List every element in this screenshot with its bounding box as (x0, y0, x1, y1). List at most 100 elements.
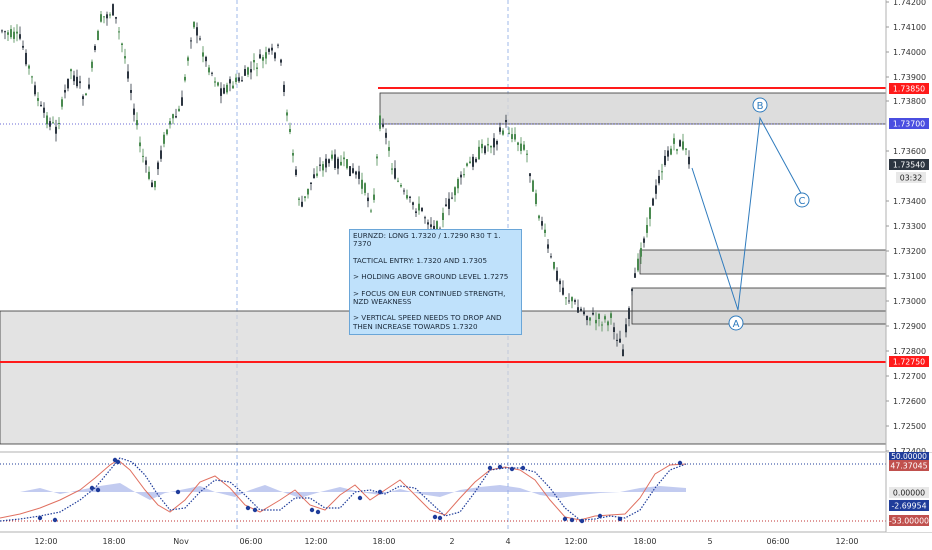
candle-body (70, 69, 72, 72)
candle-body (643, 238, 645, 243)
candle-body (340, 161, 342, 166)
indicator-zero: 0.00000 (893, 489, 925, 498)
candle-body (196, 27, 198, 36)
candle-body (178, 108, 180, 112)
time-tick-label: Nov (173, 537, 189, 546)
indicator-signal-dot (579, 518, 585, 524)
candle-body (550, 256, 552, 258)
candle-body (637, 258, 639, 271)
time-tick-label: 12:00 (564, 537, 587, 546)
candle-body (415, 211, 417, 213)
top-resistance-price: 1.73850 (893, 85, 925, 94)
candle-body (484, 146, 486, 154)
candle-body (43, 107, 45, 113)
candle-body (391, 168, 393, 170)
candle-body (163, 134, 165, 144)
candle-body (247, 67, 249, 75)
indicator-lower-value: -53.00000 (889, 517, 929, 526)
last-price-tag (889, 159, 929, 170)
top-resistance-price-tag (889, 83, 929, 94)
candle-body (565, 297, 567, 299)
candle-body (61, 99, 63, 107)
candle-body (4, 31, 6, 33)
candle-body (601, 324, 603, 326)
note-line-1: EURNZD: LONG 1.7320 / 1.7290 R30 T 1. 73… (353, 231, 501, 249)
candle-body (220, 88, 222, 96)
price-axis[interactable]: 1.74200 1.74100 1.74000 1.73900 1.73800 1.736… (885, 0, 932, 456)
candle-body (685, 148, 687, 150)
indicator-signal-dot (37, 515, 43, 521)
indicator-pane[interactable] (0, 457, 886, 524)
note-line-2: TACTICAL ENTRY: 1.7320 AND 1.7305 (353, 255, 488, 265)
candle-body (40, 104, 42, 107)
price-tick-label: 1.73900 (893, 73, 926, 82)
candle-body (307, 188, 309, 195)
candle-body (328, 159, 330, 164)
candle-body (517, 142, 519, 145)
candle-body (16, 31, 18, 34)
indicator-signal-dot (175, 489, 181, 495)
candle-body (331, 154, 333, 159)
candle-body (583, 311, 585, 315)
candle-body (286, 112, 288, 116)
candle-body (367, 197, 369, 202)
indicator-signal-dot (509, 466, 515, 472)
wave-a-label: A (733, 319, 740, 330)
wave-projection[interactable]: A B C (691, 97, 810, 331)
candle-body (295, 169, 297, 175)
candle-body (46, 115, 48, 125)
candle-body (349, 166, 351, 176)
countdown-tag (896, 172, 926, 183)
wave-b-marker (752, 97, 768, 113)
indicator-signal-dot (497, 464, 503, 470)
candle-body (385, 132, 387, 138)
candle-body (64, 90, 66, 93)
candle-body (100, 14, 102, 22)
entry-zone-lower (631, 287, 887, 325)
candle-body (619, 338, 621, 343)
candle-body (313, 174, 315, 179)
trade-note[interactable]: EURNZD: LONG 1.7320 / 1.7290 R30 T 1. 73… (349, 229, 522, 335)
candle-body (604, 316, 606, 320)
countdown: 03:32 (900, 174, 923, 183)
time-tick-label: 06:00 (766, 537, 789, 546)
candle-body (355, 171, 357, 175)
candle-body (334, 154, 336, 168)
indicator-axis[interactable]: 50.00000 47.37045 0.00000 -2.69954 -53.0… (885, 452, 932, 532)
candle-body (274, 52, 276, 59)
candle-body (634, 273, 636, 278)
candle-body (142, 155, 144, 157)
time-axis[interactable]: 12:00 18:00 Nov 06:00 12:00 18:00 2 4 12:00 18:00… (34, 537, 858, 546)
mid-price-tag (889, 118, 929, 129)
candle-body (361, 179, 363, 189)
support-price: 1.72750 (893, 358, 925, 367)
candle-body (436, 221, 438, 235)
candle-body (412, 202, 414, 205)
candle-body (382, 124, 384, 127)
candle-body (73, 75, 75, 82)
candle-body (400, 185, 402, 187)
candle-body (511, 134, 513, 139)
candle-body (19, 34, 21, 39)
wave-a-marker (728, 315, 744, 331)
candle-body (49, 121, 51, 127)
candle-body (469, 161, 471, 164)
time-tick-label: 4 (505, 537, 510, 546)
candle-body (241, 80, 243, 82)
candle-body (1, 30, 3, 32)
candle-body (523, 144, 525, 150)
indicator-signal-dot (115, 459, 121, 465)
candle-body (682, 141, 684, 150)
candle-body (136, 120, 138, 126)
candle-body (535, 193, 537, 204)
candle-body (109, 14, 111, 16)
price-tick-label: 1.74100 (893, 23, 926, 32)
candle-body (25, 52, 27, 65)
candle-body (514, 134, 516, 140)
candle-body (67, 78, 69, 89)
indicator-signal-dot (95, 487, 101, 493)
candle-body (265, 52, 267, 59)
candle-body (13, 31, 15, 39)
candle-body (475, 158, 477, 162)
